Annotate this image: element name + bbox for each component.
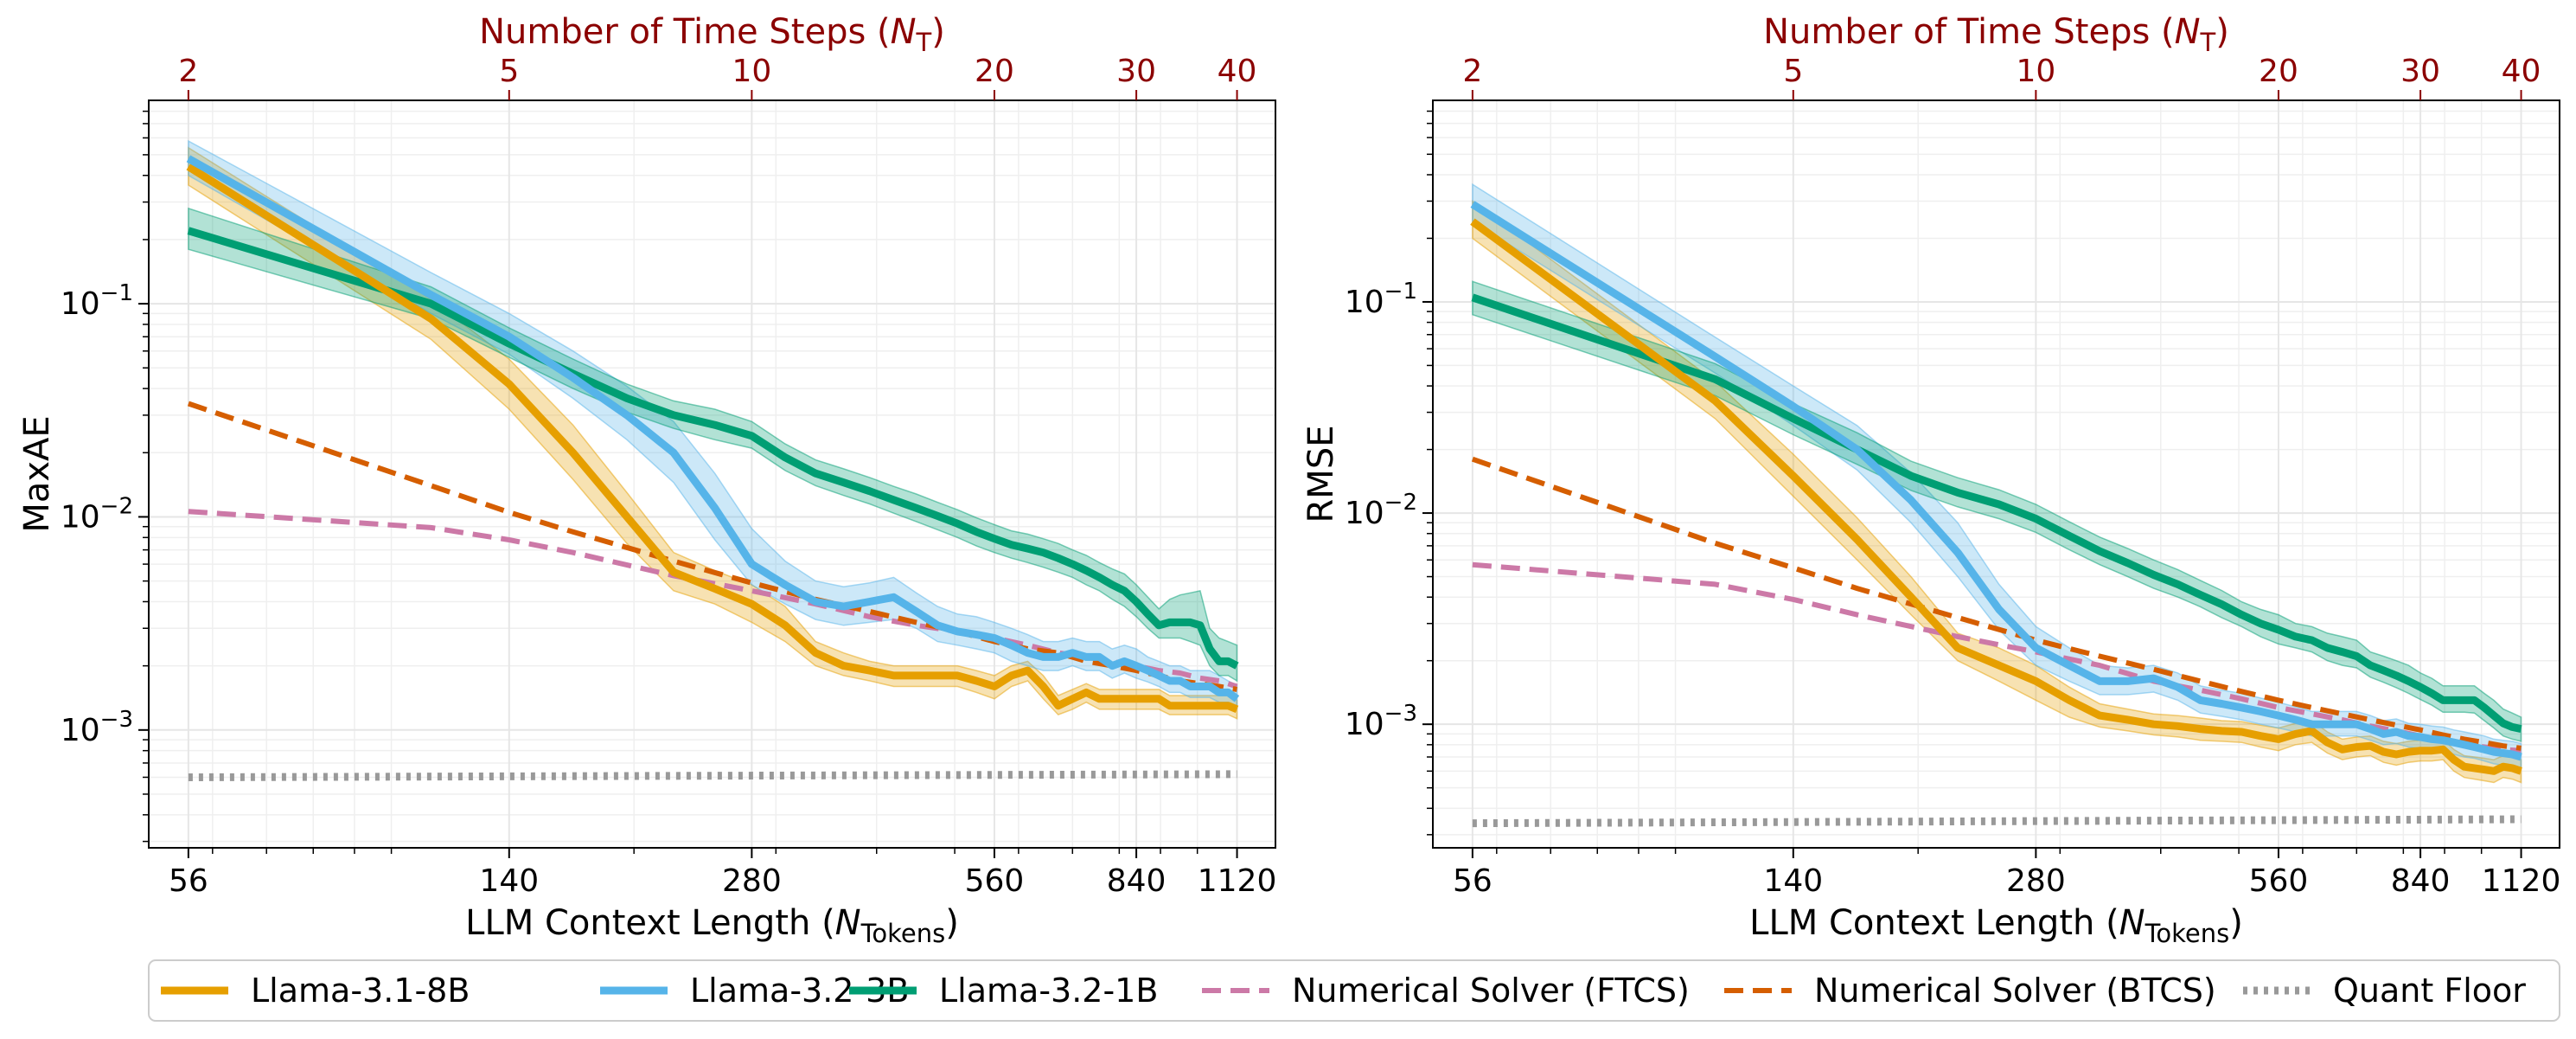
band-llama-3-1-8b xyxy=(188,146,1238,720)
axes-frame xyxy=(148,99,1276,849)
y-tick-label: 10−1 xyxy=(1345,279,1417,320)
top-tick-label: 10 xyxy=(732,54,771,89)
y-tick-exponent: −3 xyxy=(100,707,133,733)
top-axis-label-text: Number of Time Steps ( xyxy=(479,12,891,52)
y-tick-base: 10 xyxy=(61,286,100,322)
band-llama-3-2-1b xyxy=(188,207,1238,683)
y-tick-base: 10 xyxy=(61,713,100,748)
y-tick-label: 10−2 xyxy=(1345,490,1417,531)
line-llama-3-1-8b xyxy=(186,163,1239,714)
x-axis-label-text: LLM Context Length ( xyxy=(1749,903,2119,943)
top-tick-label: 30 xyxy=(1116,54,1156,89)
x-axis-label-close: ) xyxy=(2229,903,2243,943)
x-axis-label-var: N xyxy=(835,903,861,943)
x-tick-label: 140 xyxy=(1763,863,1823,899)
top-axis-label-close: ) xyxy=(2215,12,2229,52)
legend-label: Quant Floor xyxy=(2333,972,2526,1010)
x-tick-label: 840 xyxy=(1107,863,1167,899)
plot-area xyxy=(1470,183,2522,828)
top-axis-label-text: Number of Time Steps ( xyxy=(1763,12,2175,52)
top-tick-label: 10 xyxy=(2016,54,2055,89)
x-tick-label: 560 xyxy=(965,863,1025,899)
x-axis-label-var: N xyxy=(2119,903,2145,943)
x-tick-label: 280 xyxy=(722,863,782,899)
x-tick-label: 280 xyxy=(2006,863,2066,899)
y-tick-base: 10 xyxy=(1345,496,1384,531)
y-tick-exponent: −3 xyxy=(1384,701,1417,727)
plot-area xyxy=(186,139,1240,781)
legend-label: Numerical Solver (BTCS) xyxy=(1814,972,2216,1010)
top-axis-label: Number of Time Steps (NT) xyxy=(1763,12,2229,57)
top-axis-label-sub: T xyxy=(2200,28,2216,57)
x-tick-label: 140 xyxy=(479,863,539,899)
y-tick-exponent: −1 xyxy=(100,280,133,306)
top-axis-label-close: ) xyxy=(931,12,945,52)
line-llama-3-2-1b xyxy=(187,227,1239,670)
y-axis-label: RMSE xyxy=(1301,426,1341,523)
axes-frame xyxy=(1432,99,2560,849)
x-axis-label-sub: Tokens xyxy=(2145,919,2230,948)
line-quant-floor xyxy=(1472,815,2522,828)
y-tick-exponent: −1 xyxy=(1384,279,1417,305)
y-tick-base: 10 xyxy=(61,499,100,535)
top-axis-label-var: N xyxy=(2175,12,2201,52)
legend-label: Llama-3.2-1B xyxy=(939,972,1158,1010)
x-axis-label-text: LLM Context Length ( xyxy=(465,903,835,943)
x-axis-label-close: ) xyxy=(945,903,959,943)
y-tick-label: 10−1 xyxy=(61,280,133,322)
legend: Llama-3.1-8B Llama-3.2-3B Llama-3.2-1B Nume… xyxy=(148,959,2560,1022)
y-tick-exponent: −2 xyxy=(100,493,133,519)
y-axis-label: MaxAE xyxy=(17,415,57,532)
top-tick-label: 20 xyxy=(975,54,1014,89)
top-tick-label: 2 xyxy=(1462,54,1482,89)
legend-frame xyxy=(148,959,2560,1022)
x-axis-label-sub: Tokens xyxy=(860,919,946,948)
line-llama-3-2-1b xyxy=(1471,293,2522,733)
line-numerical-solver-btcs- xyxy=(1471,456,2522,751)
top-tick-label: 5 xyxy=(499,54,519,89)
top-axis-label-var: N xyxy=(891,12,917,52)
x-tick-label: 1120 xyxy=(1198,863,1277,899)
line-llama-3-2-3b xyxy=(1470,201,2522,761)
line-quant-floor xyxy=(188,770,1237,781)
top-tick-label: 2 xyxy=(178,54,198,89)
top-axis-label: Number of Time Steps (NT) xyxy=(479,12,945,57)
top-axis-label-sub: T xyxy=(916,28,932,57)
legend-label: Numerical Solver (FTCS) xyxy=(1292,972,1690,1010)
x-tick-label: 1120 xyxy=(2482,863,2561,899)
y-tick-label: 10−3 xyxy=(1345,701,1417,742)
top-tick-label: 20 xyxy=(2259,54,2298,89)
y-tick-exponent: −2 xyxy=(1384,490,1417,516)
top-tick-label: 30 xyxy=(2400,54,2440,89)
y-tick-label: 10−2 xyxy=(61,493,133,535)
y-tick-base: 10 xyxy=(1345,285,1384,320)
x-axis-label: LLM Context Length (NTokens) xyxy=(1749,903,2243,948)
line-llama-3-1-8b xyxy=(1470,218,2522,775)
x-tick-label: 56 xyxy=(1453,863,1493,899)
top-tick-label: 5 xyxy=(1783,54,1803,89)
x-tick-label: 56 xyxy=(169,863,208,899)
x-tick-label: 840 xyxy=(2391,863,2451,899)
x-tick-label: 560 xyxy=(2249,863,2309,899)
top-tick-label: 40 xyxy=(1218,54,1257,89)
legend-label: Llama-3.1-8B xyxy=(251,972,470,1010)
line-llama-3-2-3b xyxy=(186,155,1240,702)
x-axis-label: LLM Context Length (NTokens) xyxy=(465,903,959,948)
top-tick-label: 40 xyxy=(2502,54,2541,89)
y-tick-label: 10−3 xyxy=(61,707,133,748)
y-tick-base: 10 xyxy=(1345,707,1384,742)
